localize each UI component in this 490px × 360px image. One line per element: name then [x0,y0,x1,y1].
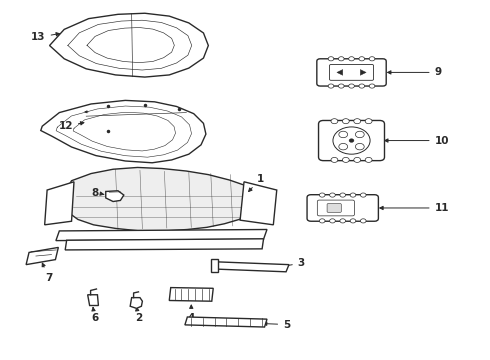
Text: 11: 11 [380,203,449,213]
FancyBboxPatch shape [330,64,373,80]
FancyBboxPatch shape [318,200,354,216]
Text: 9: 9 [388,67,441,77]
Circle shape [339,143,347,150]
Circle shape [349,84,354,88]
Polygon shape [211,259,218,272]
Polygon shape [41,100,206,163]
Circle shape [350,193,356,197]
Circle shape [330,193,335,197]
Text: 12: 12 [58,121,84,131]
FancyBboxPatch shape [327,204,341,212]
Circle shape [361,193,366,197]
Circle shape [349,57,354,61]
Circle shape [339,84,344,88]
Text: 4: 4 [188,305,195,323]
Circle shape [355,143,364,150]
Circle shape [330,219,335,223]
Polygon shape [185,317,267,327]
Circle shape [331,157,338,162]
FancyBboxPatch shape [317,59,386,86]
Circle shape [365,119,372,124]
Circle shape [328,57,334,61]
Circle shape [369,84,375,88]
Circle shape [340,219,345,223]
Polygon shape [45,182,74,225]
Circle shape [331,119,338,124]
Polygon shape [360,69,366,75]
Circle shape [355,131,364,138]
Circle shape [319,219,325,223]
Circle shape [333,127,370,154]
Polygon shape [26,247,58,265]
Circle shape [365,157,372,162]
Text: 2: 2 [135,307,142,323]
Circle shape [339,131,347,138]
Circle shape [350,219,356,223]
Text: 1: 1 [248,174,264,192]
Polygon shape [106,191,124,202]
Text: 7: 7 [42,263,52,283]
Polygon shape [56,229,267,240]
Circle shape [328,84,334,88]
FancyBboxPatch shape [307,195,378,221]
Circle shape [354,157,361,162]
Polygon shape [63,167,261,231]
Polygon shape [130,298,143,309]
Circle shape [369,57,375,61]
Polygon shape [337,69,343,75]
Circle shape [319,193,325,197]
Text: 5: 5 [264,320,291,329]
Circle shape [343,157,349,162]
Polygon shape [169,288,213,301]
Circle shape [340,193,345,197]
Polygon shape [240,182,277,225]
Circle shape [349,139,354,142]
Text: 10: 10 [385,136,449,145]
Circle shape [361,219,366,223]
Text: 13: 13 [31,32,59,42]
FancyBboxPatch shape [318,121,385,161]
Text: 3: 3 [279,258,305,268]
Circle shape [359,57,365,61]
Circle shape [359,84,365,88]
Polygon shape [88,295,98,306]
Polygon shape [212,262,289,272]
Circle shape [354,119,361,124]
Circle shape [339,57,344,61]
Circle shape [343,119,349,124]
Polygon shape [49,13,208,77]
Text: 6: 6 [91,307,98,323]
Text: 8: 8 [91,188,104,198]
Polygon shape [65,239,264,250]
